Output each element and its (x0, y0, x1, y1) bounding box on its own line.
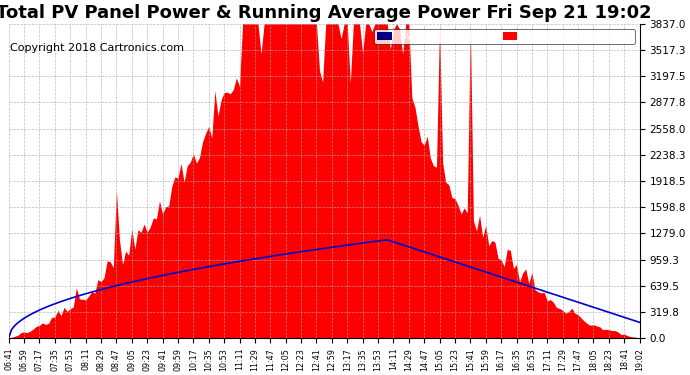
Legend: Average  (DC Watts), PV Panels  (DC Watts): Average (DC Watts), PV Panels (DC Watts) (375, 28, 635, 44)
Text: Copyright 2018 Cartronics.com: Copyright 2018 Cartronics.com (10, 43, 184, 52)
Title: Total PV Panel Power & Running Average Power Fri Sep 21 19:02: Total PV Panel Power & Running Average P… (0, 4, 652, 22)
